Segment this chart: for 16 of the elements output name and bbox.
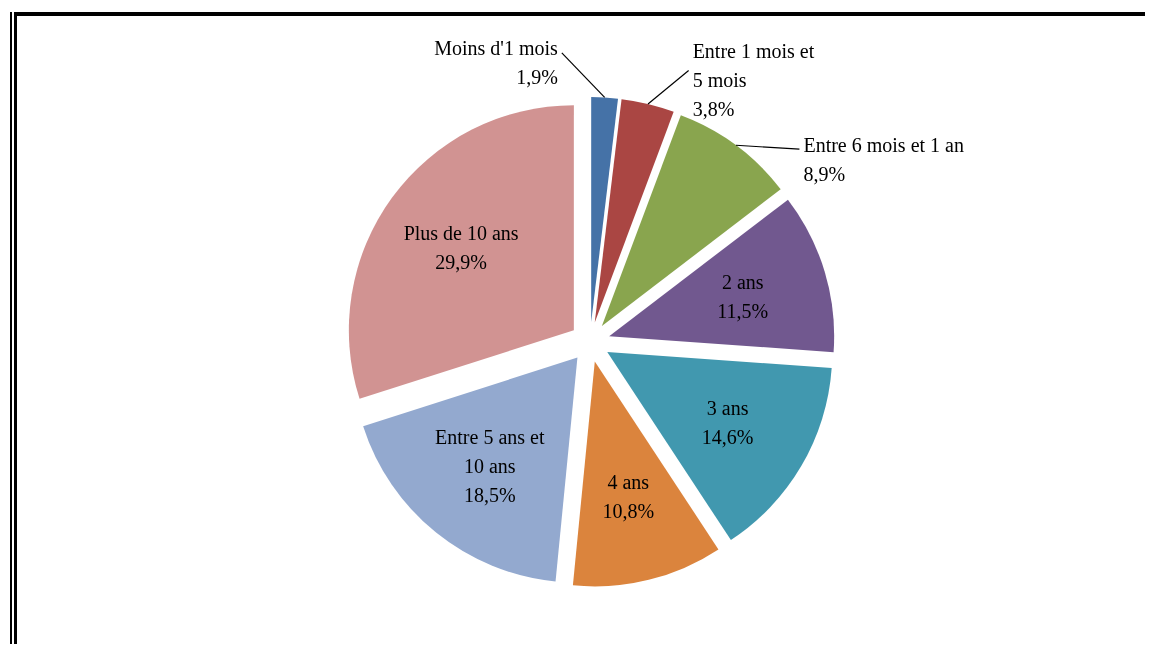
data-label: 18,5%: [463, 484, 516, 507]
slice-label: Entre 5 ans et 10 ans: [435, 426, 545, 478]
slice-label: 4 ans: [607, 471, 650, 494]
slice-label: Entre 1 mois et 5 mois: [692, 40, 815, 92]
data-label: 29,9%: [435, 251, 487, 274]
data-label: 14,6%: [701, 426, 754, 449]
data-label: 11,5%: [717, 299, 769, 322]
data-label: 10,8%: [602, 500, 655, 523]
slice-label: Moins d'1 mois: [434, 37, 559, 60]
slice-label: Entre 6 mois et 1 an: [803, 133, 964, 156]
slice-label: Plus de 10 ans: [403, 222, 519, 245]
data-label: 1,9%: [516, 66, 558, 89]
data-label: 3,8%: [692, 98, 735, 121]
data-label: 8,9%: [803, 162, 846, 185]
slice-label: 3 ans: [706, 397, 749, 420]
slice-label: 2 ans: [721, 270, 764, 293]
